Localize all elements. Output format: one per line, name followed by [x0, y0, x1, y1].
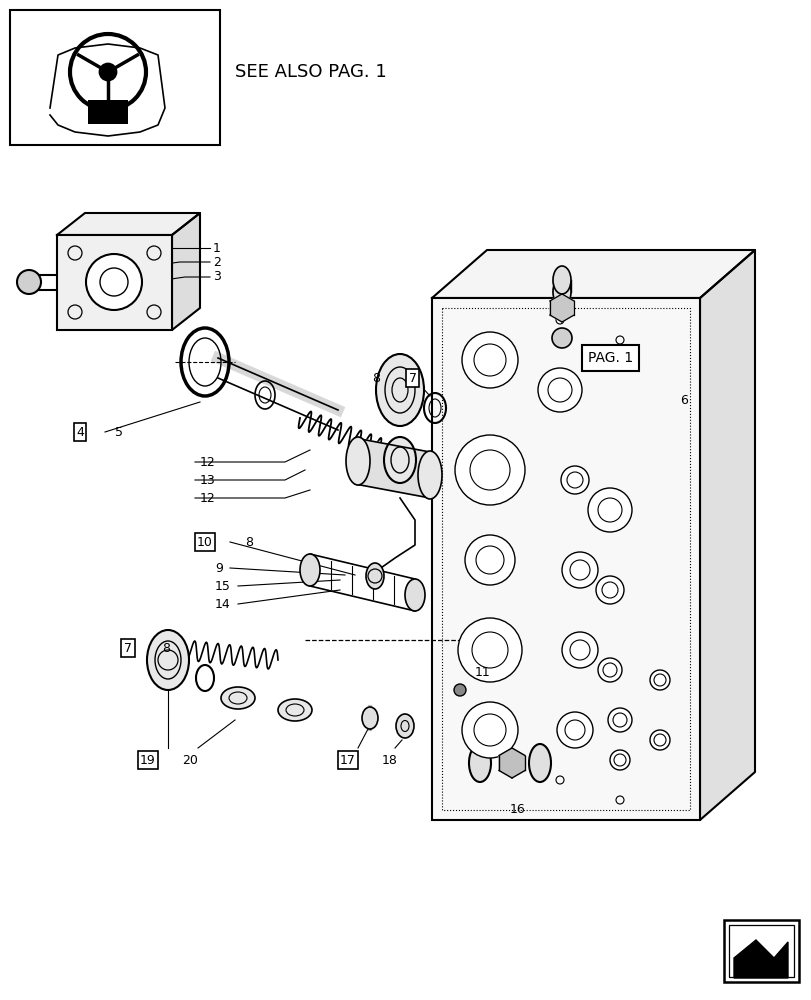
Circle shape — [454, 435, 525, 505]
Circle shape — [609, 750, 629, 770]
Ellipse shape — [384, 437, 415, 483]
Ellipse shape — [277, 699, 311, 721]
Circle shape — [560, 466, 588, 494]
Circle shape — [465, 535, 514, 585]
Circle shape — [551, 328, 571, 348]
Ellipse shape — [418, 451, 441, 499]
Circle shape — [538, 368, 581, 412]
Bar — [57, 235, 172, 330]
Text: 12: 12 — [200, 456, 216, 468]
Text: 15: 15 — [215, 580, 230, 592]
Text: 11: 11 — [474, 666, 490, 678]
Text: 17: 17 — [340, 754, 355, 766]
Polygon shape — [549, 301, 561, 315]
Text: 3: 3 — [212, 270, 221, 284]
Text: 8: 8 — [245, 536, 253, 548]
Ellipse shape — [366, 563, 384, 589]
Bar — [88, 100, 128, 124]
Circle shape — [86, 254, 142, 310]
Polygon shape — [561, 301, 573, 315]
Text: 2: 2 — [212, 255, 221, 268]
Polygon shape — [549, 308, 561, 322]
Text: 9: 9 — [215, 562, 222, 574]
Text: 16: 16 — [509, 803, 525, 816]
Polygon shape — [499, 748, 512, 763]
Polygon shape — [431, 250, 754, 298]
Circle shape — [561, 552, 597, 588]
Polygon shape — [57, 213, 200, 235]
Ellipse shape — [405, 579, 424, 611]
Circle shape — [556, 712, 592, 748]
Text: 20: 20 — [182, 754, 198, 766]
Ellipse shape — [147, 630, 189, 690]
Circle shape — [100, 64, 116, 80]
Ellipse shape — [528, 744, 551, 782]
Ellipse shape — [362, 707, 378, 729]
Circle shape — [587, 488, 631, 532]
Text: 14: 14 — [215, 597, 230, 610]
Bar — [728, 925, 793, 977]
Text: 13: 13 — [200, 474, 216, 487]
Ellipse shape — [345, 437, 370, 485]
Text: 7: 7 — [124, 642, 132, 654]
Text: 19: 19 — [140, 754, 156, 766]
Polygon shape — [512, 756, 525, 770]
Circle shape — [595, 576, 623, 604]
Text: 5: 5 — [115, 426, 122, 438]
Text: PAG. 1: PAG. 1 — [587, 351, 633, 365]
Text: 18: 18 — [381, 754, 397, 766]
Polygon shape — [549, 294, 561, 308]
Bar — [723, 920, 798, 982]
Text: 8: 8 — [162, 642, 169, 654]
Circle shape — [17, 270, 41, 294]
Polygon shape — [512, 763, 525, 778]
Polygon shape — [172, 213, 200, 330]
Bar — [441, 308, 689, 810]
Polygon shape — [512, 748, 525, 763]
Text: 6: 6 — [679, 393, 687, 406]
Ellipse shape — [221, 687, 255, 709]
Circle shape — [461, 332, 517, 388]
Polygon shape — [561, 294, 573, 308]
Circle shape — [607, 708, 631, 732]
Circle shape — [597, 658, 621, 682]
Text: SEE ALSO PAG. 1: SEE ALSO PAG. 1 — [234, 63, 386, 81]
Text: 8: 8 — [371, 371, 380, 384]
Bar — [431, 298, 699, 820]
Circle shape — [649, 670, 669, 690]
Text: 10: 10 — [197, 536, 212, 548]
Text: 1: 1 — [212, 241, 221, 254]
Circle shape — [453, 684, 466, 696]
Polygon shape — [354, 438, 430, 498]
Polygon shape — [50, 44, 165, 136]
Polygon shape — [499, 756, 512, 770]
Polygon shape — [699, 250, 754, 820]
Circle shape — [649, 730, 669, 750]
Text: 12: 12 — [200, 491, 216, 504]
Ellipse shape — [299, 554, 320, 586]
Bar — [10, 10, 220, 145]
Polygon shape — [561, 308, 573, 322]
Text: 7: 7 — [409, 371, 417, 384]
Ellipse shape — [552, 266, 570, 294]
Ellipse shape — [552, 278, 570, 306]
Polygon shape — [499, 763, 512, 778]
Ellipse shape — [396, 714, 414, 738]
Ellipse shape — [469, 744, 491, 782]
Circle shape — [561, 632, 597, 668]
Polygon shape — [733, 940, 787, 978]
Circle shape — [461, 702, 517, 758]
Ellipse shape — [375, 354, 423, 426]
Circle shape — [457, 618, 521, 682]
Text: 4: 4 — [76, 426, 84, 438]
